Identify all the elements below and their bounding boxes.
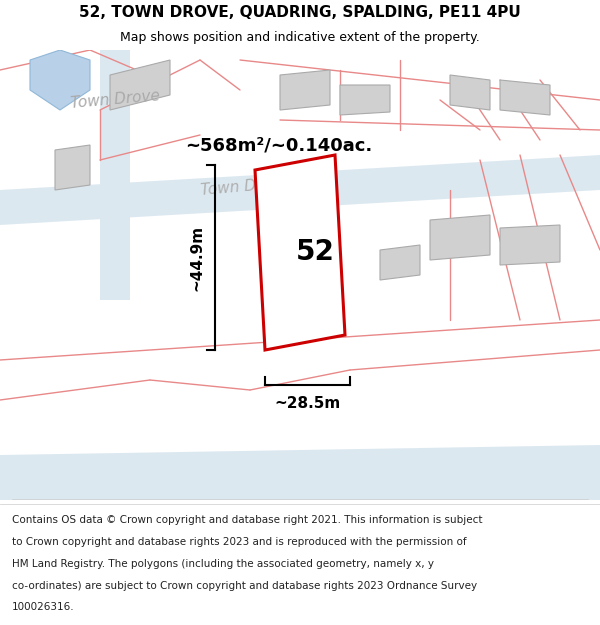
Polygon shape (380, 245, 420, 280)
Text: 52: 52 (296, 239, 334, 266)
Text: ~28.5m: ~28.5m (274, 396, 341, 411)
Polygon shape (110, 60, 170, 110)
Polygon shape (0, 155, 600, 225)
Text: co-ordinates) are subject to Crown copyright and database rights 2023 Ordnance S: co-ordinates) are subject to Crown copyr… (12, 581, 477, 591)
Text: ~44.9m: ~44.9m (190, 224, 205, 291)
Polygon shape (30, 50, 90, 110)
Polygon shape (340, 85, 390, 115)
Text: 100026316.: 100026316. (12, 602, 74, 612)
Text: ~568m²/~0.140ac.: ~568m²/~0.140ac. (185, 136, 372, 154)
Polygon shape (430, 215, 490, 260)
Polygon shape (0, 445, 600, 500)
Text: 52, TOWN DROVE, QUADRING, SPALDING, PE11 4PU: 52, TOWN DROVE, QUADRING, SPALDING, PE11… (79, 5, 521, 20)
Polygon shape (55, 145, 90, 190)
Text: Contains OS data © Crown copyright and database right 2021. This information is : Contains OS data © Crown copyright and d… (12, 515, 482, 525)
Polygon shape (255, 155, 345, 350)
Polygon shape (500, 80, 550, 115)
Text: Map shows position and indicative extent of the property.: Map shows position and indicative extent… (120, 31, 480, 44)
Text: HM Land Registry. The polygons (including the associated geometry, namely x, y: HM Land Registry. The polygons (includin… (12, 559, 434, 569)
Text: Town Drove: Town Drove (70, 89, 161, 111)
Text: to Crown copyright and database rights 2023 and is reproduced with the permissio: to Crown copyright and database rights 2… (12, 537, 467, 547)
Polygon shape (500, 225, 560, 265)
Polygon shape (280, 70, 330, 110)
Text: Town Drove: Town Drove (200, 176, 290, 198)
Polygon shape (100, 50, 130, 300)
Polygon shape (450, 75, 490, 110)
